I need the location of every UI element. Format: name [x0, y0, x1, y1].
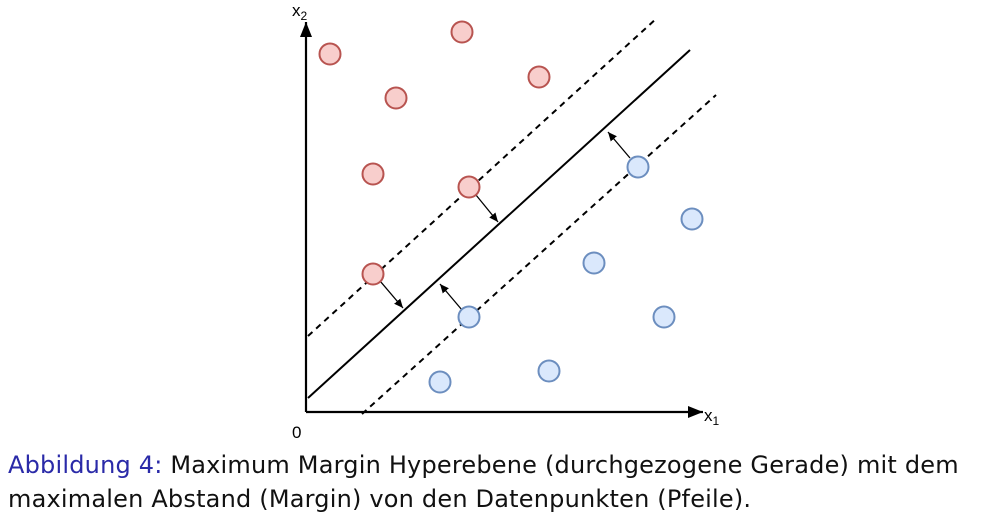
red-data-point	[318, 42, 342, 66]
blue-data-point	[652, 305, 676, 329]
margin-arrow	[475, 194, 499, 223]
blue-class-points	[428, 155, 704, 394]
red-data-point	[450, 20, 474, 44]
blue-data-point	[428, 370, 452, 394]
blue-data-point	[582, 251, 606, 275]
hyperplane-line	[307, 49, 691, 399]
lower-margin-line	[361, 94, 717, 415]
origin-label: 0	[292, 423, 301, 440]
blue-data-point	[537, 359, 561, 383]
caption-label: Abbildung 4:	[8, 451, 163, 479]
margin-arrow	[439, 283, 463, 311]
figure-caption: Abbildung 4: Maximum Margin Hyperebene (…	[8, 448, 993, 516]
red-data-point	[457, 175, 481, 199]
red-data-point	[384, 86, 408, 110]
upper-margin-line	[307, 17, 658, 337]
margin-arrow	[607, 131, 631, 159]
red-class-points	[318, 20, 551, 286]
x-axis-label: x1	[704, 406, 720, 428]
red-data-point	[361, 262, 385, 286]
blue-data-point	[680, 207, 704, 231]
margin-arrow	[379, 280, 404, 309]
blue-data-point	[457, 305, 481, 329]
red-data-point	[527, 65, 551, 89]
blue-data-point	[626, 155, 650, 179]
svm-diagram: x2 x1 0	[292, 1, 720, 440]
red-data-point	[361, 162, 385, 186]
caption-text: Maximum Margin Hyperebene (durchgezogene…	[8, 451, 959, 513]
y-axis-label: x2	[292, 1, 308, 23]
